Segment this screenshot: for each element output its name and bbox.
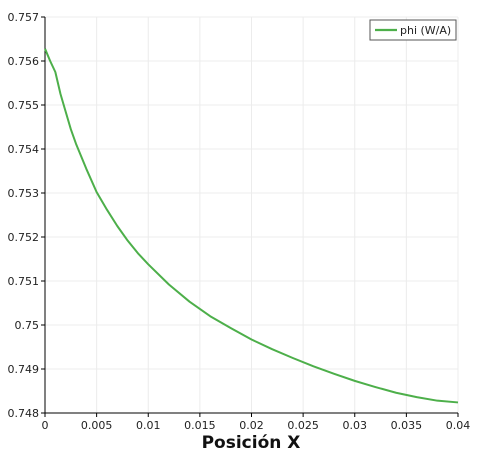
x-tick-label: 0.025 bbox=[287, 419, 319, 432]
series-group bbox=[44, 48, 459, 404]
legend-box bbox=[369, 19, 457, 41]
y-tick-label: 0.756 bbox=[8, 55, 40, 68]
y-tick-label: 0.757 bbox=[8, 11, 40, 24]
y-tick-label: 0.754 bbox=[8, 143, 40, 156]
x-tick-label: 0.015 bbox=[184, 419, 216, 432]
y-tick-label: 0.748 bbox=[8, 407, 40, 420]
x-tick-label: 0.02 bbox=[239, 419, 264, 432]
series-line-phi bbox=[44, 48, 459, 404]
x-tick-label: 0.01 bbox=[136, 419, 161, 432]
x-tick-label: 0.03 bbox=[343, 419, 368, 432]
y-axis-ticks: 0.748 0.749 0.75 0.751 0.752 0.753 0.754 0.755 0… bbox=[8, 11, 45, 420]
legend-label: phi (W/A) bbox=[400, 24, 451, 37]
y-tick-label: 0.75 bbox=[15, 319, 40, 332]
y-tick-label: 0.751 bbox=[8, 275, 40, 288]
x-axis-ticks: 0 0.005 0.01 0.015 0.02 0.025 0.03 0.035 0.04 bbox=[42, 413, 471, 432]
y-tick-label: 0.752 bbox=[8, 231, 40, 244]
legend[interactable]: phi (W/A) bbox=[369, 19, 457, 41]
x-tick-label: 0.005 bbox=[81, 419, 113, 432]
y-tick-label: 0.755 bbox=[8, 99, 40, 112]
x-tick-label: 0 bbox=[42, 419, 49, 432]
y-tick-label: 0.753 bbox=[8, 187, 40, 200]
y-tick-label: 0.749 bbox=[8, 363, 40, 376]
x-tick-label: 0.035 bbox=[391, 419, 423, 432]
x-tick-label: 0.04 bbox=[446, 419, 471, 432]
x-axis-title: Posición X bbox=[202, 433, 301, 453]
